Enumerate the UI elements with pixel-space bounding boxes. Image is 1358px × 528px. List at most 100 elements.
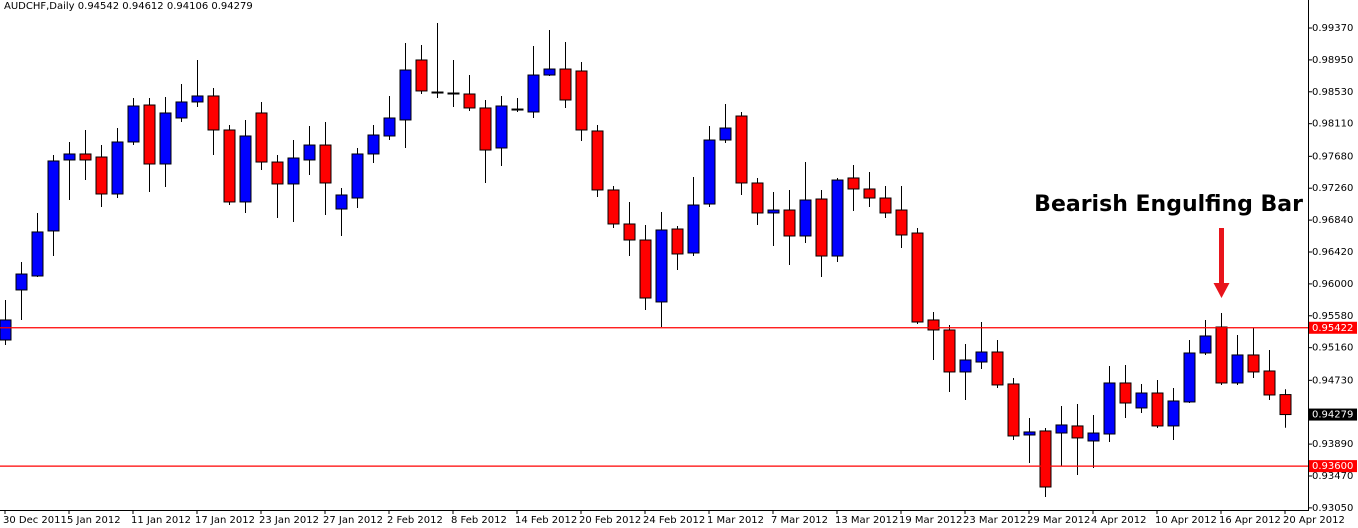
candle-body bbox=[351, 153, 364, 199]
x-tick-label: 11 Jan 2012 bbox=[131, 515, 191, 526]
candle-body bbox=[239, 135, 252, 203]
candle-body bbox=[591, 130, 604, 191]
candle-body bbox=[1023, 431, 1036, 436]
x-tick-label: 23 Mar 2012 bbox=[963, 515, 1026, 526]
candle-body bbox=[287, 157, 300, 185]
y-tick-label: 0.98110 bbox=[1312, 119, 1353, 130]
x-tick-label: 30 Dec 2011 bbox=[3, 515, 67, 526]
price-label-box bbox=[1309, 408, 1357, 421]
price-label: 0.94279 bbox=[1312, 410, 1353, 421]
candle-body bbox=[927, 319, 940, 331]
candle-body bbox=[1007, 383, 1020, 437]
y-tick-label: 0.99370 bbox=[1312, 23, 1353, 34]
candle-body bbox=[143, 104, 156, 165]
candle-body bbox=[1055, 424, 1068, 434]
candle-body bbox=[223, 129, 236, 203]
candle-body bbox=[895, 209, 908, 236]
candle-body bbox=[95, 156, 108, 195]
y-tick-label: 0.93890 bbox=[1312, 439, 1353, 450]
candle-body bbox=[575, 70, 588, 131]
x-tick-label: 23 Jan 2012 bbox=[259, 515, 319, 526]
candle-body bbox=[799, 199, 812, 237]
candle-body bbox=[303, 144, 316, 161]
y-tick-label: 0.96840 bbox=[1312, 215, 1353, 226]
x-tick-label: 24 Feb 2012 bbox=[643, 515, 705, 526]
candle-body bbox=[79, 153, 92, 161]
candle-body bbox=[415, 59, 428, 92]
x-tick-label: 17 Jan 2012 bbox=[195, 515, 255, 526]
candle-body bbox=[1039, 430, 1052, 488]
candle-body bbox=[703, 139, 716, 205]
candle-body bbox=[255, 112, 268, 163]
candle-body bbox=[719, 127, 732, 141]
candle-body bbox=[1119, 382, 1132, 404]
candle-body bbox=[271, 161, 284, 185]
level-label: 0.95422 bbox=[1312, 323, 1353, 334]
candle-body bbox=[1071, 425, 1084, 439]
candle-body bbox=[543, 68, 556, 76]
candle-body bbox=[639, 239, 652, 299]
candle-body bbox=[783, 209, 796, 237]
candle-body bbox=[559, 68, 572, 101]
y-tick-label: 0.98950 bbox=[1312, 55, 1353, 66]
candle-body bbox=[63, 153, 76, 161]
candle-body bbox=[943, 329, 956, 373]
y-tick-label: 0.94730 bbox=[1312, 375, 1353, 386]
candle-body bbox=[655, 229, 668, 303]
candle-body bbox=[767, 209, 780, 214]
y-tick-label: 0.93470 bbox=[1312, 471, 1353, 482]
x-tick-label: 8 Feb 2012 bbox=[451, 515, 507, 526]
candle-body bbox=[623, 223, 636, 241]
candle-body bbox=[479, 107, 492, 151]
candle-body bbox=[1087, 432, 1100, 442]
candle-body bbox=[1231, 354, 1244, 384]
candle-body bbox=[159, 112, 172, 165]
candle-body bbox=[383, 117, 396, 137]
candle-body bbox=[175, 101, 188, 119]
overlay: 0.99370 0.98950 0.98530 0.98110 0.97680 0.972… bbox=[3, 23, 1357, 526]
candle-body bbox=[127, 105, 140, 143]
candle-body bbox=[991, 351, 1004, 386]
candle-body bbox=[431, 91, 444, 94]
candle-body bbox=[15, 273, 28, 291]
chart-title: AUDCHF,Daily 0.94542 0.94612 0.94106 0.9… bbox=[4, 1, 253, 12]
candle-body bbox=[687, 204, 700, 254]
candle-body bbox=[1247, 354, 1260, 373]
candle-body bbox=[191, 95, 204, 103]
y-tick-label: 0.95580 bbox=[1312, 311, 1353, 322]
candle-body bbox=[975, 351, 988, 363]
annotation-arrow-head bbox=[1213, 282, 1230, 298]
x-tick-label: 13 Mar 2012 bbox=[835, 515, 898, 526]
candle-body bbox=[511, 108, 524, 111]
candle-body bbox=[335, 194, 348, 210]
y-tick-label: 0.97260 bbox=[1312, 183, 1353, 194]
x-tick-label: 19 Mar 2012 bbox=[899, 515, 962, 526]
candle-body bbox=[207, 95, 220, 131]
candle-body bbox=[1135, 392, 1148, 409]
candle-body bbox=[815, 198, 828, 257]
annotation: Bearish Engulfing Bar bbox=[1034, 192, 1303, 217]
candle-body bbox=[399, 69, 412, 121]
x-tick-label: 20 Apr 2012 bbox=[1283, 515, 1345, 526]
candle-body bbox=[447, 92, 460, 95]
x-tick-label: 5 Jan 2012 bbox=[67, 515, 121, 526]
candle-body bbox=[1263, 370, 1276, 396]
candle-body bbox=[735, 115, 748, 184]
candle-body bbox=[463, 93, 476, 109]
y-tick-label: 0.96420 bbox=[1312, 247, 1353, 258]
candle-body bbox=[751, 182, 764, 214]
x-tick-label: 4 Apr 2012 bbox=[1091, 515, 1146, 526]
y-tick-label: 0.97680 bbox=[1312, 151, 1353, 162]
x-tick-label: 20 Feb 2012 bbox=[579, 515, 641, 526]
candle-body bbox=[111, 141, 124, 195]
candle-body bbox=[1279, 394, 1292, 416]
candle-body bbox=[1215, 326, 1228, 384]
y-tick-label: 0.96000 bbox=[1312, 279, 1353, 290]
x-tick-label: 1 Mar 2012 bbox=[707, 515, 764, 526]
y-tick-label: 0.98530 bbox=[1312, 87, 1353, 98]
plot-area bbox=[0, 23, 1308, 497]
candle-body bbox=[0, 319, 12, 341]
candle-body bbox=[1167, 400, 1180, 427]
